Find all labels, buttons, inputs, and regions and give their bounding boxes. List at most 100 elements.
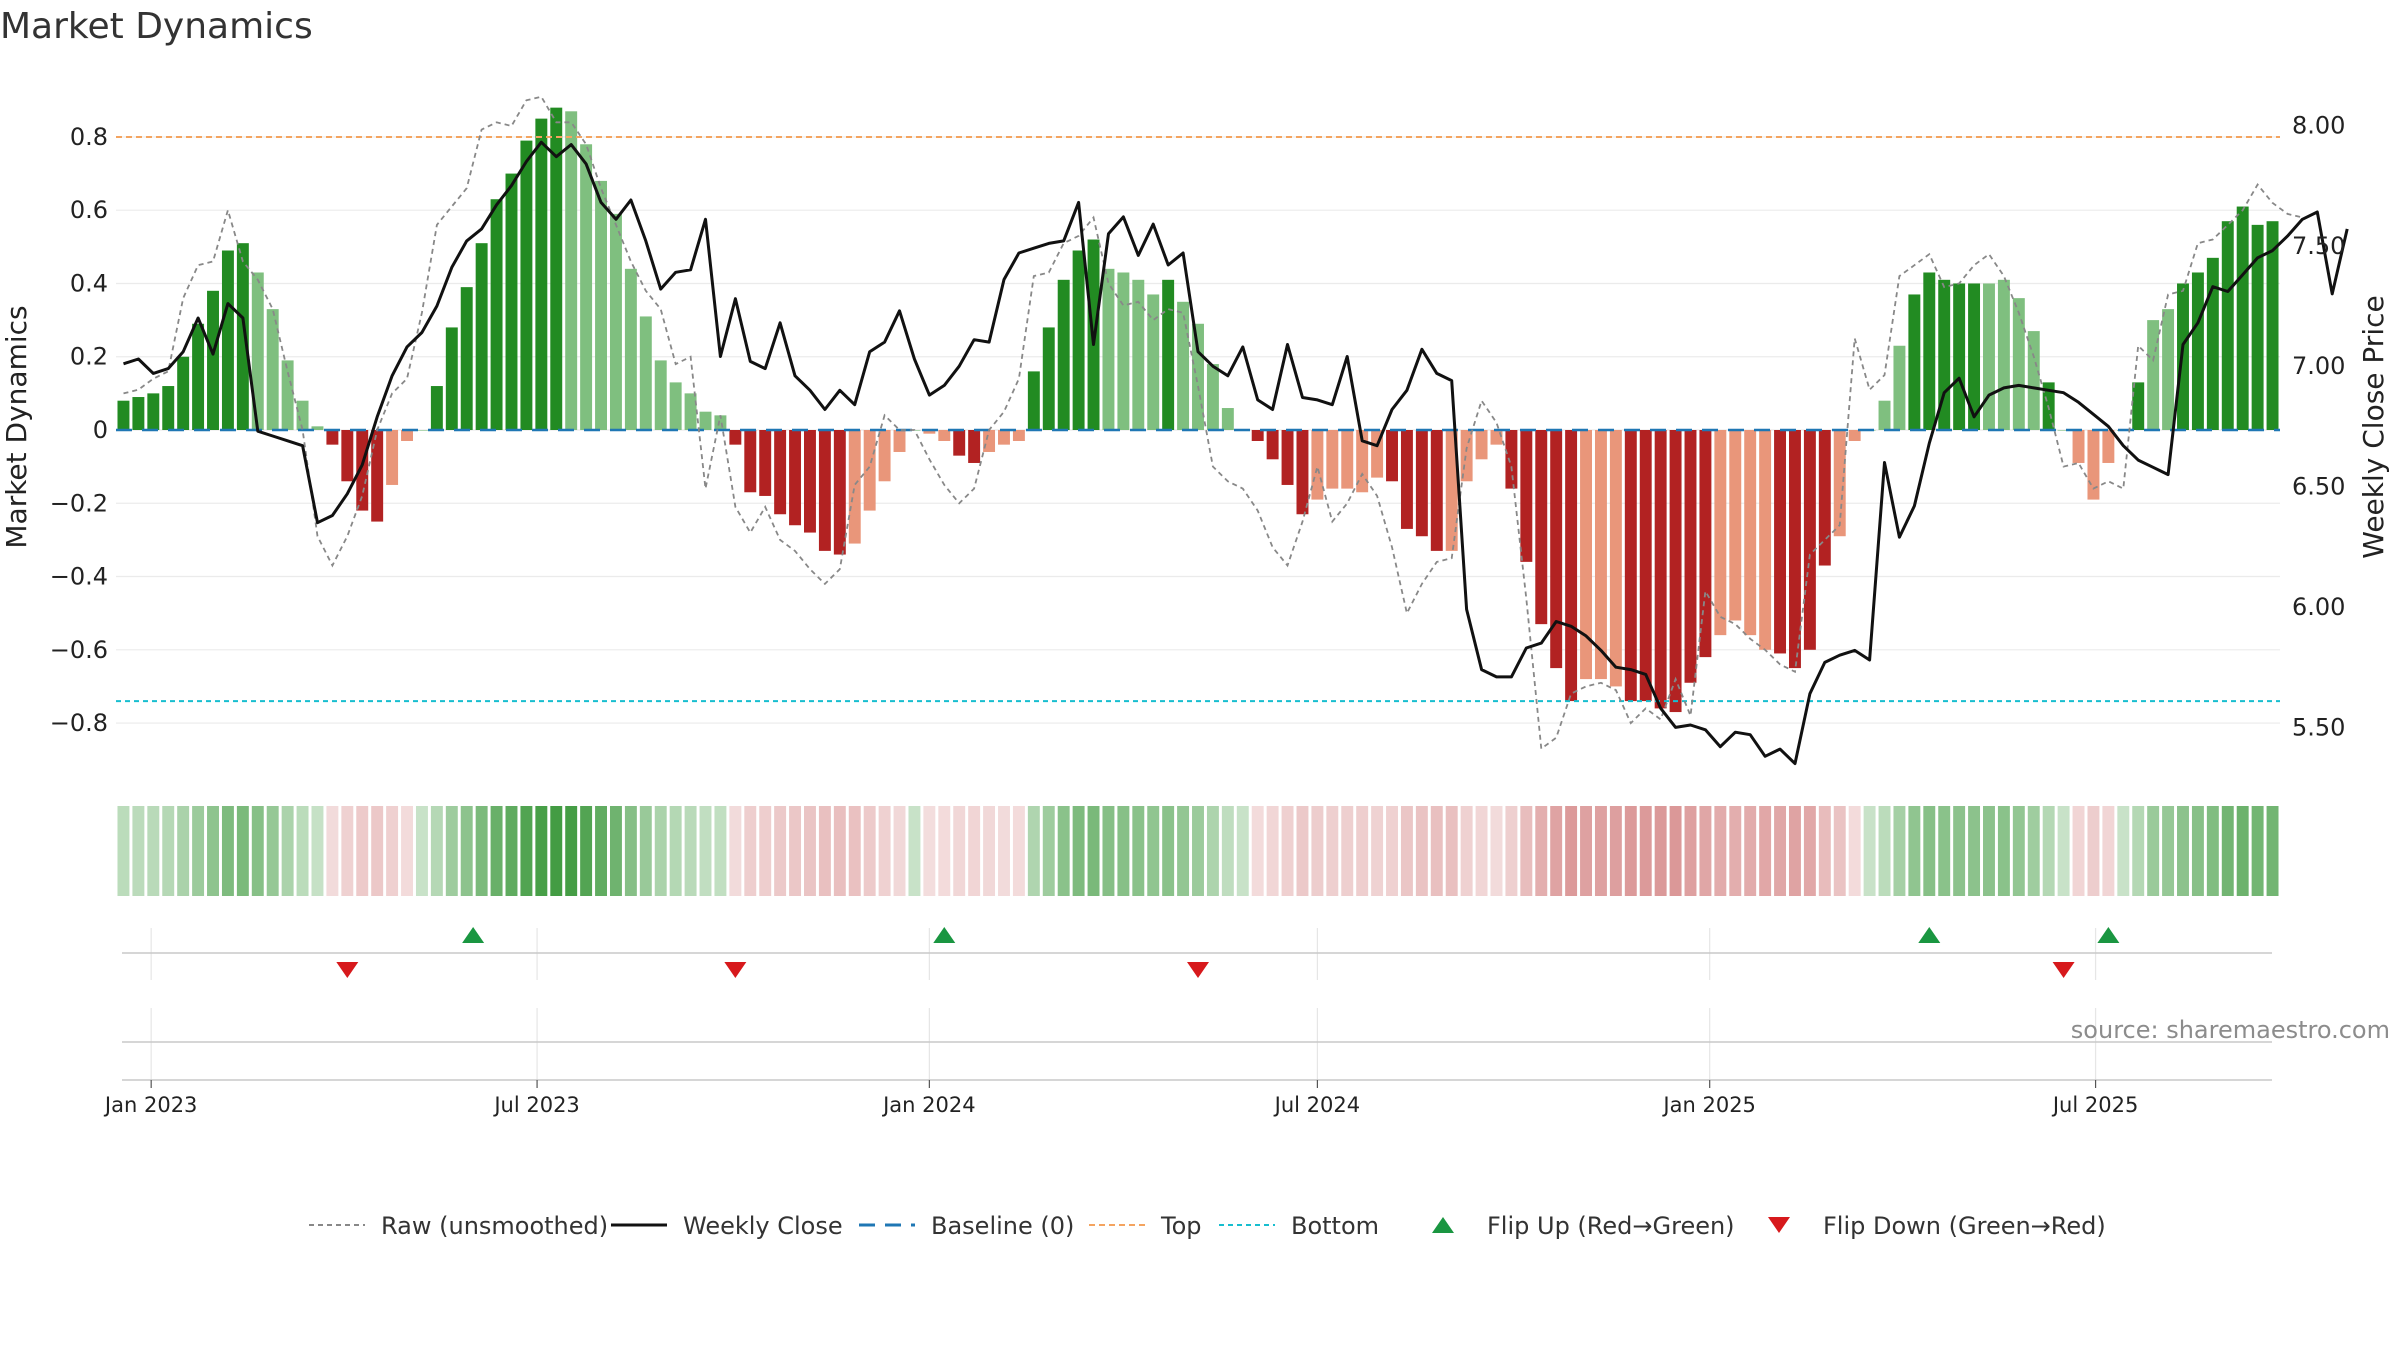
dynamics-bar — [445, 327, 458, 430]
dynamics-bar — [1699, 430, 1712, 658]
dynamics-bar — [1221, 408, 1234, 430]
dynamics-bar — [460, 287, 473, 430]
heat-cell — [1938, 806, 1951, 896]
dynamics-bar — [281, 360, 294, 430]
heat-cell — [2162, 806, 2175, 896]
heat-cell — [445, 806, 458, 896]
heat-cell — [818, 806, 831, 896]
dynamics-bar — [624, 268, 637, 430]
heat-cell — [878, 806, 891, 896]
heat-cell — [266, 806, 279, 896]
heat-cell — [1206, 806, 1219, 896]
dynamics-bar — [1594, 430, 1607, 680]
dynamics-bar — [535, 118, 548, 430]
right-y-axis-label: Weekly Close Price — [2357, 295, 2390, 558]
dynamics-bar — [2132, 382, 2145, 430]
legend-swatch-flip-up — [1432, 1217, 1454, 1233]
heat-cell — [774, 806, 787, 896]
heat-cell — [401, 806, 413, 896]
dynamics-bar — [1803, 430, 1816, 650]
heat-cell — [520, 806, 533, 896]
dynamics-bar — [759, 430, 772, 496]
dynamics-bar — [356, 430, 369, 511]
dynamics-bar — [1012, 430, 1025, 441]
heat-cell — [923, 806, 936, 896]
heat-cell — [296, 806, 309, 896]
heat-cell — [1654, 806, 1667, 896]
dynamics-bar — [520, 140, 533, 430]
legend-label: Baseline (0) — [931, 1212, 1074, 1240]
dynamics-bar — [132, 397, 145, 430]
raw-unsmoothed-line — [123, 95, 2303, 751]
right-tick-label: 5.50 — [2292, 713, 2345, 741]
dynamics-bar — [177, 356, 190, 430]
dynamics-bar — [1818, 430, 1831, 566]
series-lines — [123, 95, 2349, 766]
dynamics-bar — [475, 243, 488, 430]
heat-cell — [1699, 806, 1712, 896]
dynamics-bar — [326, 430, 339, 445]
heat-cell — [1594, 806, 1607, 896]
dynamics-bar — [1714, 430, 1727, 636]
dynamics-bar — [639, 316, 652, 430]
dynamics-bar — [1371, 430, 1384, 478]
dynamics-bar — [1609, 430, 1622, 687]
dynamics-bar — [2206, 257, 2219, 430]
left-y-axis: 0.8 0.6 0.4 0.2 0 −0.2 −0.4 −0.6 −0.8 — [50, 123, 108, 737]
dynamics-bar — [1893, 345, 1906, 430]
heat-cell — [1296, 806, 1309, 896]
dynamics-bar — [818, 430, 831, 551]
dynamics-bar — [1788, 430, 1801, 669]
dynamics-bar — [1192, 323, 1204, 430]
heat-cell — [415, 806, 428, 896]
heat-cell — [1580, 806, 1592, 896]
dynamics-bar — [1624, 430, 1637, 702]
flip-down-marker — [1187, 962, 1209, 978]
heat-cell — [1908, 806, 1921, 896]
dynamics-bar — [878, 430, 891, 482]
heat-cell — [1192, 806, 1204, 896]
heat-cell — [1788, 806, 1801, 896]
heat-cell — [1027, 806, 1040, 896]
heat-cell — [117, 806, 130, 896]
date-tick-label: Jan 2024 — [881, 1093, 976, 1117]
heat-cell — [1445, 806, 1458, 896]
dynamics-bar — [938, 430, 951, 441]
heat-cell — [1953, 806, 1966, 896]
dynamics-bar — [2236, 206, 2249, 430]
heat-cell — [1132, 806, 1145, 896]
flip-up-marker — [2097, 927, 2120, 943]
heat-cell — [341, 806, 354, 896]
dynamics-bar — [998, 430, 1010, 445]
right-tick-label: 7.00 — [2292, 352, 2345, 380]
dynamics-bar — [1296, 430, 1309, 515]
left-tick-label: 0.4 — [70, 269, 108, 297]
dynamics-bar — [2072, 430, 2085, 463]
left-tick-label: −0.2 — [50, 489, 108, 517]
heat-cell — [460, 806, 473, 896]
legend-item: Top — [1089, 1212, 1202, 1240]
heat-cell — [1863, 806, 1876, 896]
right-tick-label: 8.00 — [2292, 111, 2345, 139]
heat-cell — [1684, 806, 1697, 896]
flip-up-marker — [1918, 927, 1941, 943]
dynamics-bar — [1669, 430, 1682, 713]
heat-cell — [1102, 806, 1115, 896]
dynamics-bar — [774, 430, 787, 515]
heat-cell — [953, 806, 966, 896]
dynamics-bar — [2191, 272, 2204, 430]
heat-cell — [1848, 806, 1861, 896]
dynamics-bar — [1162, 279, 1175, 430]
heat-cell — [744, 806, 757, 896]
dynamics-bar — [953, 430, 966, 456]
heat-cell — [1639, 806, 1652, 896]
flip-down-marker — [2052, 962, 2075, 978]
legend-item: Bottom — [1219, 1212, 1379, 1240]
heat-cell — [938, 806, 951, 896]
heat-cell — [1460, 806, 1473, 896]
dynamics-bar — [251, 272, 264, 430]
legend-label: Bottom — [1291, 1212, 1379, 1240]
dynamics-bar — [341, 430, 354, 482]
dynamics-bar — [1057, 279, 1070, 430]
legend-label: Flip Up (Red→Green) — [1487, 1212, 1735, 1240]
